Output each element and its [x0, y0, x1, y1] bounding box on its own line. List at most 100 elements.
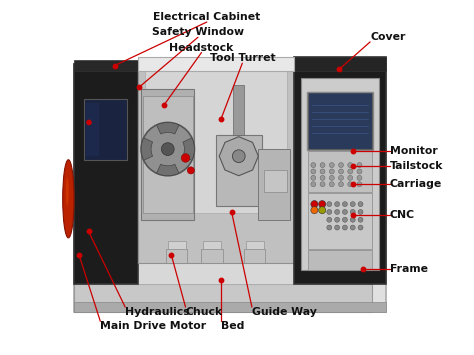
Circle shape [319, 201, 326, 208]
Circle shape [335, 202, 339, 207]
Polygon shape [73, 302, 386, 312]
Polygon shape [308, 193, 372, 248]
Polygon shape [166, 248, 187, 263]
Circle shape [350, 217, 355, 222]
Circle shape [329, 163, 334, 168]
Polygon shape [264, 170, 287, 192]
Circle shape [357, 169, 362, 174]
Circle shape [358, 202, 363, 207]
Circle shape [338, 163, 344, 168]
Circle shape [335, 217, 339, 222]
Polygon shape [244, 248, 265, 263]
Text: Carriage: Carriage [390, 179, 442, 189]
Polygon shape [137, 57, 294, 71]
Polygon shape [216, 135, 262, 206]
Circle shape [335, 209, 339, 214]
Circle shape [161, 143, 174, 155]
Circle shape [311, 163, 316, 168]
Circle shape [357, 163, 362, 168]
Circle shape [181, 154, 190, 162]
Polygon shape [73, 64, 386, 312]
Circle shape [320, 163, 325, 168]
Ellipse shape [63, 160, 74, 238]
Text: Monitor: Monitor [390, 146, 438, 156]
Polygon shape [234, 85, 244, 135]
Text: Chuck: Chuck [185, 307, 223, 317]
Text: Frame: Frame [390, 264, 428, 274]
Circle shape [329, 175, 334, 180]
Circle shape [348, 175, 353, 180]
Circle shape [311, 207, 318, 214]
Text: Guide Way: Guide Way [252, 307, 317, 317]
Circle shape [358, 209, 363, 214]
Polygon shape [145, 71, 287, 213]
Circle shape [329, 182, 334, 187]
Circle shape [342, 217, 347, 222]
Polygon shape [137, 64, 294, 263]
Circle shape [327, 202, 332, 207]
Text: CNC: CNC [390, 210, 415, 220]
Polygon shape [258, 149, 290, 220]
Polygon shape [219, 137, 258, 176]
Text: Electrical Cabinet: Electrical Cabinet [153, 12, 260, 22]
Circle shape [348, 163, 353, 168]
Circle shape [338, 175, 344, 180]
Circle shape [311, 201, 318, 208]
Polygon shape [84, 99, 127, 160]
Circle shape [319, 207, 326, 214]
Polygon shape [168, 241, 185, 248]
Circle shape [311, 175, 316, 180]
Circle shape [350, 225, 355, 230]
Circle shape [311, 182, 316, 187]
Circle shape [348, 182, 353, 187]
Circle shape [327, 209, 332, 214]
Circle shape [358, 225, 363, 230]
Circle shape [320, 169, 325, 174]
Circle shape [311, 169, 316, 174]
Polygon shape [141, 89, 194, 220]
Polygon shape [308, 151, 372, 192]
Circle shape [358, 217, 363, 222]
Circle shape [320, 175, 325, 180]
Polygon shape [86, 103, 99, 156]
Circle shape [342, 202, 347, 207]
Polygon shape [73, 284, 372, 312]
Wedge shape [141, 138, 153, 160]
Circle shape [187, 167, 194, 174]
Polygon shape [308, 92, 372, 149]
Text: Safety Window: Safety Window [152, 27, 244, 37]
Text: Bed: Bed [221, 321, 245, 331]
Polygon shape [203, 241, 221, 248]
Polygon shape [201, 248, 223, 263]
Circle shape [327, 225, 332, 230]
Polygon shape [301, 78, 379, 270]
Wedge shape [183, 138, 194, 160]
Circle shape [335, 225, 339, 230]
Polygon shape [143, 96, 192, 213]
Circle shape [342, 209, 347, 214]
Circle shape [338, 169, 344, 174]
Circle shape [350, 209, 355, 214]
Wedge shape [156, 122, 179, 134]
Polygon shape [73, 64, 137, 284]
Circle shape [348, 169, 353, 174]
Circle shape [357, 175, 362, 180]
Circle shape [338, 182, 344, 187]
Polygon shape [246, 241, 264, 248]
Text: Cover: Cover [370, 32, 405, 42]
Polygon shape [73, 60, 137, 71]
Polygon shape [294, 57, 386, 284]
Text: Headstock: Headstock [169, 43, 234, 53]
Circle shape [357, 182, 362, 187]
Circle shape [320, 182, 325, 187]
Circle shape [86, 120, 92, 125]
Circle shape [327, 217, 332, 222]
Polygon shape [294, 57, 386, 71]
Ellipse shape [66, 178, 69, 206]
Polygon shape [308, 250, 372, 270]
Circle shape [342, 225, 347, 230]
Polygon shape [77, 263, 368, 284]
Text: Hydraulics: Hydraulics [125, 307, 190, 317]
Text: Tool Turret: Tool Turret [210, 53, 275, 63]
Text: Tailstock: Tailstock [390, 161, 443, 171]
